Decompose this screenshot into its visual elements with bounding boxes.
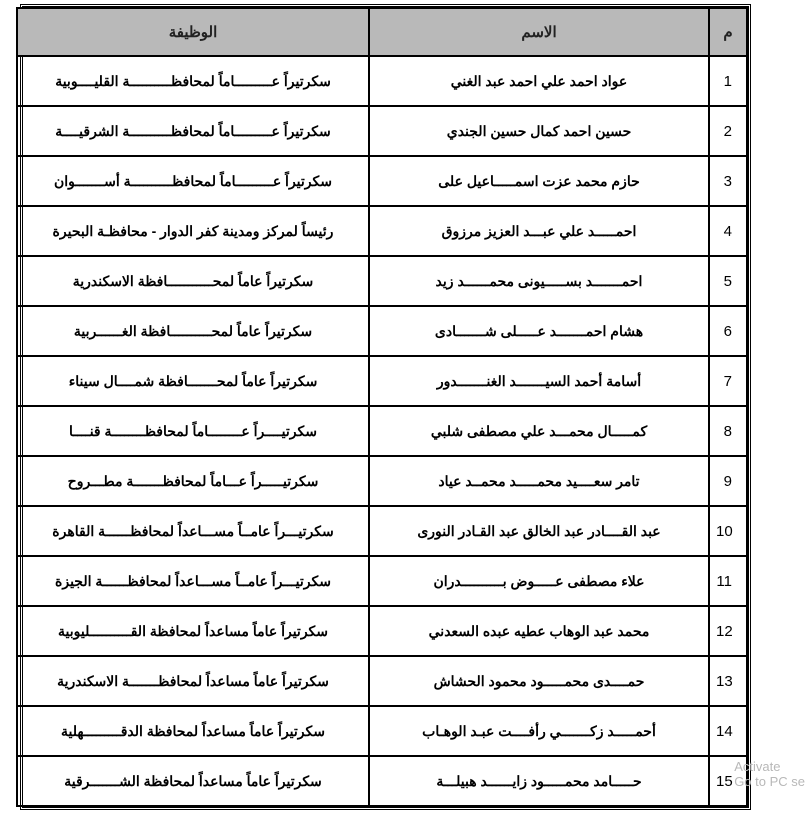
cell-num: 12 (709, 606, 747, 656)
cell-num: 15 (709, 756, 747, 806)
cell-job: سكرتيراً عـــــــــاماً لمحافظــــــــــ… (17, 156, 369, 206)
cell-name: عواد احمد علي احمد عبد الغني (369, 56, 709, 106)
table-row: 11علاء مصطفى عـــــوض بــــــــــدرانسكر… (17, 556, 747, 606)
cell-name: حازم محمد عزت اسمـــــاعيل على (369, 156, 709, 206)
cell-job: رئيساً لمركز ومدينة كفر الدوار - محافظـة… (17, 206, 369, 256)
cell-job: سكرتيراً عاماً لمحــــــــــافظة الغــــ… (17, 306, 369, 356)
col-header-job: الوظيفة (17, 8, 369, 56)
table-row: 1عواد احمد علي احمد عبد الغنيسكرتيراً عـ… (17, 56, 747, 106)
cell-job: سكرتيـــــراً عـــاماً لمحافظـــــــة مط… (17, 456, 369, 506)
cell-job: سكرتيراً عاماً مساعداً لمحافظـــــــة ال… (17, 656, 369, 706)
cell-num: 6 (709, 306, 747, 356)
cell-num: 3 (709, 156, 747, 206)
cell-job: سكرتيراً عاماً مساعداً لمحافظة القــــــ… (17, 606, 369, 656)
cell-job: سكرتيراً عـــــــــاماً لمحافظــــــــــ… (17, 56, 369, 106)
cell-name: تامر سعــــيد محمـــــد محمــد عياد (369, 456, 709, 506)
cell-job: سكرتيـــراً عامــاً مســـاعداً لمحافظـــ… (17, 506, 369, 556)
table-row: 7أسامة أحمد السيـــــــد الغنـــــــدورس… (17, 356, 747, 406)
cell-name: حمــــدى محمـــــود محمود الحشاش (369, 656, 709, 706)
cell-job: سكرتيراً عاماً لمحـــــــافظة شمــــال س… (17, 356, 369, 406)
cell-num: 5 (709, 256, 747, 306)
cell-name: حـــــامد محمـــــود زايــــــد هبيلـــة (369, 756, 709, 806)
cell-job: سكرتيراً عاماً مساعداً لمحافظة الدقـــــ… (17, 706, 369, 756)
table-row: 10عبد القــــادر عبد الخالق عبد القـادر … (17, 506, 747, 556)
cell-name: احمـــــــد بســـــيونى محمــــــد زيد (369, 256, 709, 306)
cell-num: 9 (709, 456, 747, 506)
cell-num: 1 (709, 56, 747, 106)
table-row: 14أحمـــــد زكـــــــي رأفــــت عبـد الو… (17, 706, 747, 756)
table-row: 13حمــــدى محمـــــود محمود الحشاشسكرتير… (17, 656, 747, 706)
table-row: 8كمـــــال محمـــد علي مصطفى شلبيسكرتيــ… (17, 406, 747, 456)
cell-num: 13 (709, 656, 747, 706)
table-row: 2حسين احمد كمال حسين الجنديسكرتيراً عـــ… (17, 106, 747, 156)
cell-num: 2 (709, 106, 747, 156)
col-header-num: م (709, 8, 747, 56)
table-row: 9تامر سعــــيد محمـــــد محمــد عيادسكرت… (17, 456, 747, 506)
cell-num: 8 (709, 406, 747, 456)
cell-name: هشام احمـــــــد عـــــلى شـــــــادى (369, 306, 709, 356)
cell-num: 14 (709, 706, 747, 756)
cell-name: احمـــــد علي عبـــد العزيز مرزوق (369, 206, 709, 256)
table-row: 6هشام احمـــــــد عـــــلى شـــــــادىسك… (17, 306, 747, 356)
cell-job: سكرتيراً عـــــــــاماً لمحافظــــــــــ… (17, 106, 369, 156)
cell-num: 4 (709, 206, 747, 256)
cell-num: 10 (709, 506, 747, 556)
cell-name: أحمـــــد زكـــــــي رأفــــت عبـد الوهـ… (369, 706, 709, 756)
cell-name: عبد القــــادر عبد الخالق عبد القـادر ال… (369, 506, 709, 556)
table-header-row: م الاسم الوظيفة (17, 8, 747, 56)
cell-name: حسين احمد كمال حسين الجندي (369, 106, 709, 156)
cell-name: أسامة أحمد السيـــــــد الغنـــــــدور (369, 356, 709, 406)
names-table: م الاسم الوظيفة 1عواد احمد علي احمد عبد … (16, 7, 748, 807)
cell-job: سكرتيــــراً عــــــــاماً لمحافظـــــــ… (17, 406, 369, 456)
table-row: 12محمد عبد الوهاب عطيه عبده السعدنيسكرتي… (17, 606, 747, 656)
cell-name: محمد عبد الوهاب عطيه عبده السعدني (369, 606, 709, 656)
cell-name: علاء مصطفى عـــــوض بــــــــــدران (369, 556, 709, 606)
cell-job: سكرتيراً عاماً مساعداً لمحافظة الشــــــ… (17, 756, 369, 806)
table-row: 3حازم محمد عزت اسمـــــاعيل علىسكرتيراً … (17, 156, 747, 206)
col-header-name: الاسم (369, 8, 709, 56)
cell-name: كمـــــال محمـــد علي مصطفى شلبي (369, 406, 709, 456)
table-row: 5احمـــــــد بســـــيونى محمــــــد زيدس… (17, 256, 747, 306)
cell-job: سكرتيـــراً عامــاً مســـاعداً لمحافظـــ… (17, 556, 369, 606)
names-table-wrap: م الاسم الوظيفة 1عواد احمد علي احمد عبد … (20, 4, 751, 810)
table-row: 4احمـــــد علي عبـــد العزيز مرزوقرئيساً… (17, 206, 747, 256)
table-row: 15حـــــامد محمـــــود زايــــــد هبيلــ… (17, 756, 747, 806)
cell-num: 11 (709, 556, 747, 606)
cell-job: سكرتيراً عاماً لمحـــــــــــافظة الاسكن… (17, 256, 369, 306)
cell-num: 7 (709, 356, 747, 406)
